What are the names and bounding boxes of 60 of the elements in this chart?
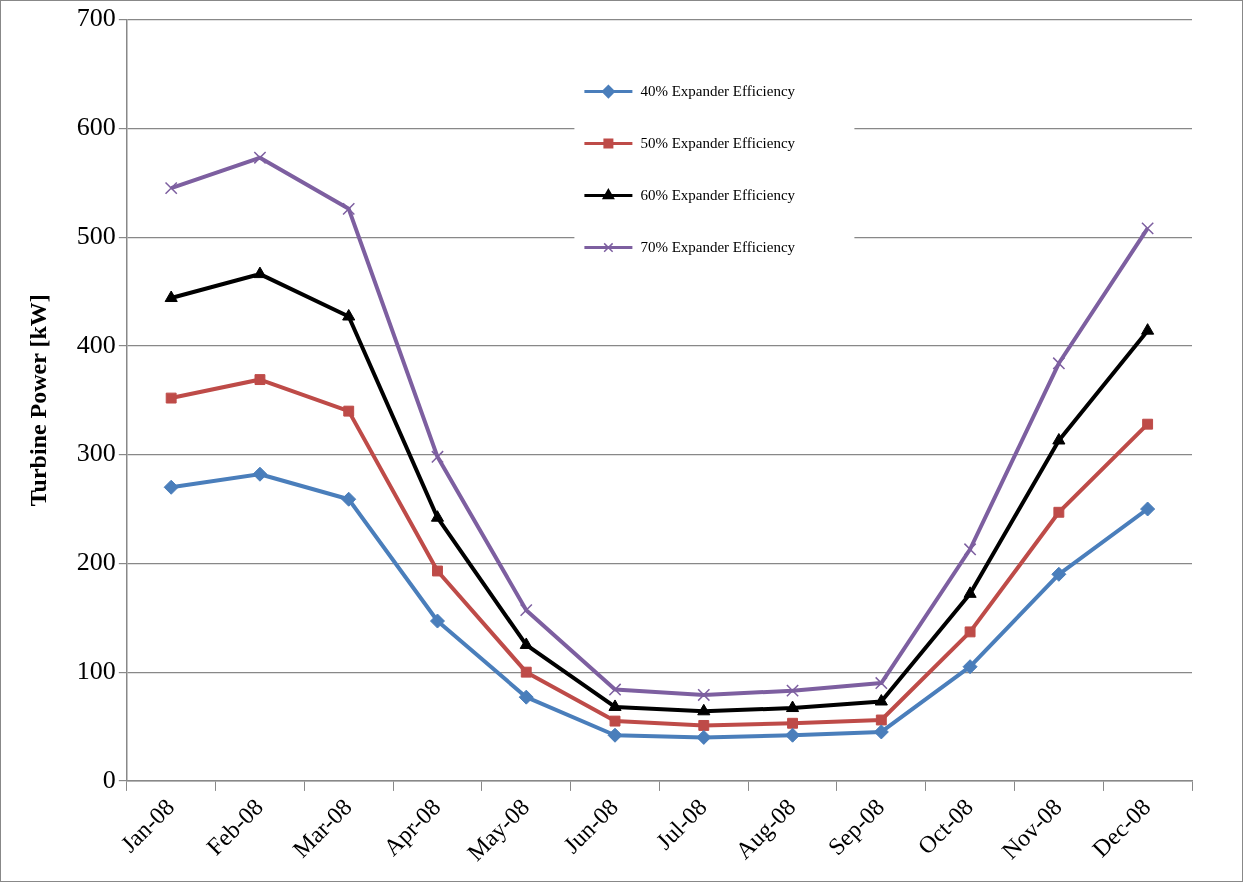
point xyxy=(874,676,888,690)
point xyxy=(787,717,798,729)
legend-label: 40% Expander Efficiency xyxy=(640,82,796,99)
point xyxy=(1053,506,1065,518)
point xyxy=(518,689,534,705)
point xyxy=(874,694,888,706)
y-tick-label: 200 xyxy=(76,547,116,577)
point xyxy=(873,724,889,740)
point xyxy=(1052,432,1066,445)
point xyxy=(785,700,800,713)
point xyxy=(1140,501,1156,517)
point xyxy=(964,626,976,638)
point xyxy=(608,683,622,696)
point xyxy=(609,715,621,727)
point xyxy=(786,684,799,698)
point xyxy=(1051,566,1067,582)
y-tick-label: 500 xyxy=(76,220,116,250)
point xyxy=(962,659,978,675)
legend-label: 60% Expander Efficiency xyxy=(640,186,796,203)
point xyxy=(520,666,532,678)
point xyxy=(343,405,355,417)
point xyxy=(165,392,177,404)
point xyxy=(252,466,268,482)
point xyxy=(431,450,444,464)
point xyxy=(1142,418,1154,430)
point xyxy=(963,542,977,556)
point xyxy=(607,727,623,743)
y-tick-label: 600 xyxy=(76,112,116,142)
point xyxy=(342,309,356,321)
point xyxy=(430,510,445,522)
point xyxy=(519,637,533,649)
point xyxy=(1141,323,1155,335)
legend-label: 50% Expander Efficiency xyxy=(640,134,796,151)
point xyxy=(163,479,179,495)
y-tick-label: 0 xyxy=(102,764,116,794)
y-axis-title: Turbine Power [kW] xyxy=(24,294,51,507)
point xyxy=(1052,356,1066,370)
point xyxy=(875,714,887,726)
point xyxy=(1141,222,1155,235)
y-tick-label: 400 xyxy=(76,329,116,359)
point xyxy=(963,586,977,598)
point xyxy=(341,491,357,507)
point xyxy=(253,151,267,165)
point xyxy=(696,729,712,745)
point xyxy=(519,603,533,617)
point xyxy=(432,565,443,577)
y-tick-label: 700 xyxy=(76,3,116,33)
point xyxy=(697,688,711,702)
legend-label: 70% Expander Efficiency xyxy=(640,238,796,255)
point xyxy=(164,290,178,303)
point xyxy=(429,613,445,629)
y-tick-label: 300 xyxy=(76,438,116,468)
point xyxy=(342,202,356,216)
y-tick-label: 100 xyxy=(76,655,116,685)
point xyxy=(697,703,711,716)
point xyxy=(698,719,710,731)
point xyxy=(608,699,622,711)
point xyxy=(164,181,178,195)
point xyxy=(253,266,267,279)
point xyxy=(254,374,266,386)
